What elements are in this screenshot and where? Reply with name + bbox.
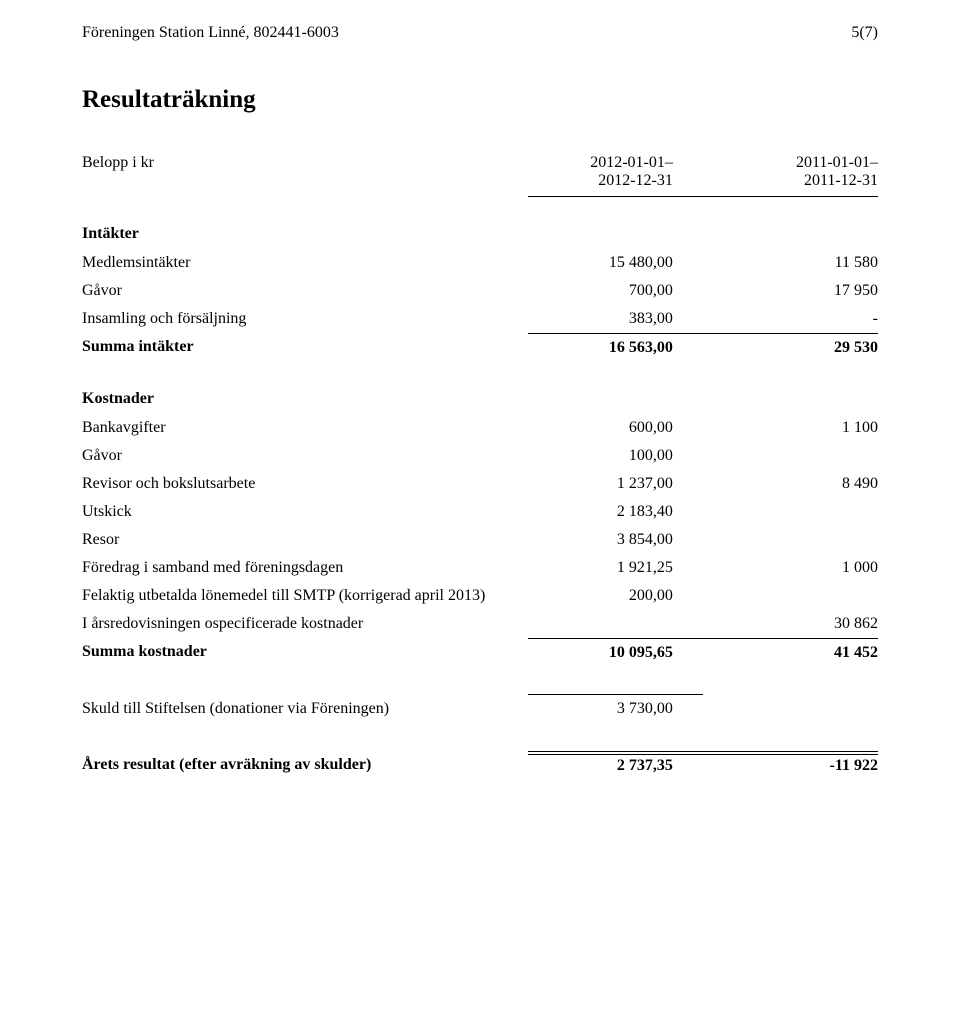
- row-label: Revisor och bokslutsarbete: [82, 470, 528, 498]
- section-title: Resultaträkning: [82, 86, 878, 114]
- skuld-value-2: [703, 695, 878, 724]
- row-value-2: 30 862: [703, 610, 878, 639]
- income-statement-table: Belopp i kr 2012-01-01– 2012-12-31 2011-…: [82, 152, 878, 780]
- row-value-1: 1 237,00: [528, 470, 703, 498]
- table-row: Felaktig utbetalda lönemedel till SMTP (…: [82, 582, 878, 610]
- row-label: Gåvor: [82, 277, 528, 305]
- resultat-value-1: 2 737,35: [528, 751, 703, 780]
- row-value-1: 700,00: [528, 277, 703, 305]
- intakter-heading: Intäkter: [82, 197, 528, 249]
- row-value-1: 3 854,00: [528, 526, 703, 554]
- kostnader-sum-row: Summa kostnader 10 095,65 41 452: [82, 638, 878, 667]
- kostnader-heading-row: Kostnader: [82, 362, 878, 414]
- row-label: Utskick: [82, 498, 528, 526]
- row-value-1: 383,00: [528, 305, 703, 334]
- sum-value-2: 41 452: [703, 638, 878, 667]
- row-label: Insamling och försäljning: [82, 305, 528, 334]
- row-value-1: 15 480,00: [528, 249, 703, 277]
- row-label: Bankavgifter: [82, 414, 528, 442]
- sum-value-1: 16 563,00: [528, 333, 703, 362]
- period-1-end: 2012-12-31: [598, 172, 673, 189]
- table-row: Gåvor 700,00 17 950: [82, 277, 878, 305]
- period-2: 2011-01-01– 2011-12-31: [703, 152, 878, 197]
- row-value-2: 1 100: [703, 414, 878, 442]
- row-value-1: [528, 610, 703, 639]
- row-value-1: 100,00: [528, 442, 703, 470]
- row-value-2: [703, 498, 878, 526]
- sum-label: Summa kostnader: [82, 638, 528, 667]
- row-label: Föredrag i samband med föreningsdagen: [82, 554, 528, 582]
- row-value-2: 8 490: [703, 470, 878, 498]
- period-1-start: 2012-01-01–: [590, 154, 673, 171]
- kostnader-heading: Kostnader: [82, 362, 528, 414]
- row-value-2: [703, 582, 878, 610]
- table-row: Föredrag i samband med föreningsdagen 1 …: [82, 554, 878, 582]
- row-value-2: 11 580: [703, 249, 878, 277]
- sum-value-2: 29 530: [703, 333, 878, 362]
- row-label: Resor: [82, 526, 528, 554]
- table-row: Revisor och bokslutsarbete 1 237,00 8 49…: [82, 470, 878, 498]
- page-header: Föreningen Station Linné, 802441-6003 5(…: [82, 24, 878, 42]
- row-label: Gåvor: [82, 442, 528, 470]
- spacer: [82, 723, 878, 751]
- table-row: Resor 3 854,00: [82, 526, 878, 554]
- table-row: Bankavgifter 600,00 1 100: [82, 414, 878, 442]
- org-name: Föreningen Station Linné, 802441-6003: [82, 24, 339, 42]
- table-row: Gåvor 100,00: [82, 442, 878, 470]
- table-row: Utskick 2 183,40: [82, 498, 878, 526]
- intakter-sum-row: Summa intäkter 16 563,00 29 530: [82, 333, 878, 362]
- row-label: I årsredovisningen ospecificerade kostna…: [82, 610, 528, 639]
- resultat-row: Årets resultat (efter avräkning av skuld…: [82, 751, 878, 780]
- period-2-end: 2011-12-31: [804, 172, 878, 189]
- skuld-value-1: 3 730,00: [528, 695, 703, 724]
- sum-label: Summa intäkter: [82, 333, 528, 362]
- row-label: Medlemsintäkter: [82, 249, 528, 277]
- amounts-label: Belopp i kr: [82, 152, 528, 197]
- period-2-start: 2011-01-01–: [796, 154, 878, 171]
- row-value-2: 1 000: [703, 554, 878, 582]
- sum-value-1: 10 095,65: [528, 638, 703, 667]
- intakter-heading-row: Intäkter: [82, 197, 878, 249]
- row-value-1: 200,00: [528, 582, 703, 610]
- resultat-label: Årets resultat (efter avräkning av skuld…: [82, 751, 528, 780]
- row-value-1: 1 921,25: [528, 554, 703, 582]
- skuld-row: Skuld till Stiftelsen (donationer via Fö…: [82, 695, 878, 724]
- table-row: I årsredovisningen ospecificerade kostna…: [82, 610, 878, 639]
- skuld-label: Skuld till Stiftelsen (donationer via Fö…: [82, 695, 528, 724]
- resultat-value-2: -11 922: [703, 751, 878, 780]
- row-label: Felaktig utbetalda lönemedel till SMTP (…: [82, 582, 528, 610]
- row-value-2: [703, 442, 878, 470]
- period-header-row: Belopp i kr 2012-01-01– 2012-12-31 2011-…: [82, 152, 878, 197]
- page-number: 5(7): [851, 24, 878, 42]
- row-value-2: -: [703, 305, 878, 334]
- row-value-2: 17 950: [703, 277, 878, 305]
- row-value-1: 600,00: [528, 414, 703, 442]
- row-value-2: [703, 526, 878, 554]
- table-row: Insamling och försäljning 383,00 -: [82, 305, 878, 334]
- period-1: 2012-01-01– 2012-12-31: [528, 152, 703, 197]
- table-row: Medlemsintäkter 15 480,00 11 580: [82, 249, 878, 277]
- row-value-1: 2 183,40: [528, 498, 703, 526]
- spacer: [82, 667, 878, 695]
